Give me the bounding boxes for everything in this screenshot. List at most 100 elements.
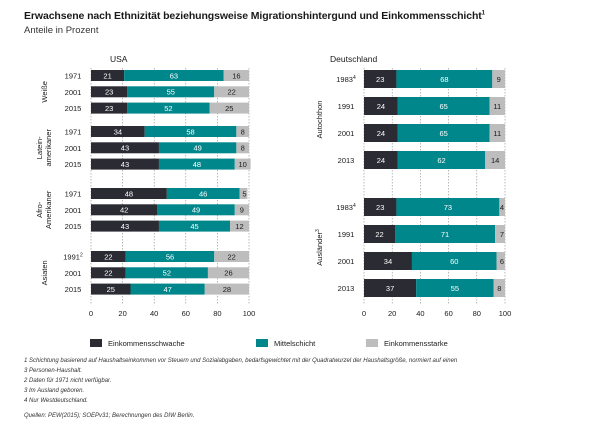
p2-bar-segment (364, 97, 398, 115)
p2-data-label: 8 (497, 284, 501, 293)
p2-year-text: 1983 (336, 75, 353, 84)
legend-label: Einkommensstarke (384, 339, 448, 348)
p1-data-label: 28 (223, 285, 231, 294)
p2-year-label: 2001 (338, 257, 355, 266)
p1-bar-segment (158, 142, 237, 154)
p1-data-label: 22 (227, 88, 235, 97)
p1-data-label: 34 (114, 127, 122, 136)
p1-panel-title: USA (110, 54, 128, 64)
p2-bar-segment (396, 70, 493, 88)
p1-group-label-line: amerikaner (44, 129, 53, 167)
p1-year-text: 2015 (65, 285, 82, 294)
p2-group-label: Ausländer3 (315, 229, 324, 266)
p1-year-text: 2001 (65, 269, 82, 278)
p1-group-label: Weiße (40, 81, 49, 103)
p1-bar-segment (207, 267, 249, 279)
p1-bar-segment (144, 126, 237, 137)
p2-bar-segment (397, 151, 486, 169)
p1-data-label: 63 (170, 71, 178, 80)
p1-bar-segment (127, 86, 215, 98)
p2-year-text: 1983 (336, 203, 353, 212)
p2-data-label: 22 (375, 230, 383, 239)
p2-x-tick-label: 0 (362, 309, 366, 318)
p2-data-label: 24 (377, 102, 385, 111)
p1-bar-segment (158, 158, 235, 170)
p1-bar-segment (214, 86, 249, 98)
p1-bar-segment (166, 188, 240, 199)
p2-data-label: 62 (437, 156, 445, 165)
p2-x-tick-label: 60 (444, 309, 452, 318)
p1-data-label: 55 (167, 88, 175, 97)
p2-group-label-line: Ausländer (315, 232, 324, 266)
p2-bar-segment (495, 225, 505, 243)
chart-title: Erwachsene nach Ethnizität beziehungswei… (24, 10, 485, 22)
p1-bar-segment (91, 204, 158, 216)
p1-year-label: 1971 (65, 72, 82, 81)
footnote-3: 3 Im Ausland geboren. (24, 388, 85, 394)
p1-year-label: 2015 (65, 222, 82, 231)
p1-bar-segment (91, 220, 159, 232)
p1-year-text: 2001 (65, 144, 82, 153)
p1-x-tick-label: 100 (243, 309, 256, 318)
p1-year-label: 19912 (63, 253, 83, 262)
p2-data-label: 4 (500, 203, 504, 212)
p1-x-tick-label: 60 (182, 309, 190, 318)
p2-data-label: 14 (491, 156, 499, 165)
p1-group-label: Asiaten (40, 260, 49, 285)
p2-group-label-line: Autochthon (315, 101, 324, 139)
p2-bar-segment (364, 198, 397, 216)
p1-data-label: 5 (242, 189, 246, 198)
p2-group-label: Autochthon (315, 101, 324, 139)
p1-data-label: 9 (240, 206, 244, 215)
p2-year-text: 1991 (338, 230, 355, 239)
p1-data-label: 58 (186, 127, 194, 136)
p2-data-label: 65 (439, 102, 447, 111)
p1-data-label: 21 (103, 71, 111, 80)
p2-data-label: 73 (444, 203, 452, 212)
p1-bar-segment (239, 188, 248, 199)
legend-label: Mittelschicht (274, 339, 316, 348)
p1-data-label: 16 (232, 71, 240, 80)
p1-year-label: 1971 (65, 190, 82, 199)
p1-bar-segment (127, 102, 210, 114)
p1-x-tick-label: 20 (118, 309, 126, 318)
p1-bar-segment (91, 188, 167, 199)
p2-bar-segment (492, 70, 505, 88)
p1-data-label: 48 (193, 160, 201, 169)
p2-x-tick-label: 100 (499, 309, 512, 318)
p1-data-label: 25 (107, 285, 115, 294)
legend-swatch (256, 339, 268, 347)
footnote-4: 4 Nur Westdeutschland. (24, 398, 88, 404)
p1-data-label: 23 (105, 88, 113, 97)
p2-year-text: 2013 (338, 284, 355, 293)
p1-bar-segment (223, 70, 249, 81)
legend-swatch (366, 339, 378, 347)
p2-group-label-footnote: 3 (315, 229, 321, 232)
p1-bar-segment (236, 142, 249, 154)
p2-x-tick-label: 80 (473, 309, 481, 318)
p1-data-label: 47 (163, 285, 171, 294)
footnote-1: 1 Schichtung basierend auf Haushaltseink… (24, 358, 458, 364)
chart-subtitle: Anteile in Prozent (24, 25, 99, 36)
p1-data-label: 25 (225, 104, 233, 113)
p2-bar-segment (489, 97, 505, 115)
p2-bar-segment (397, 97, 490, 115)
p1-bar-segment (91, 283, 131, 295)
p1-year-text: 1971 (65, 128, 82, 137)
p1-year-label: 2015 (65, 285, 82, 294)
p1-bar-segment (130, 283, 205, 295)
p2-bar-segment (489, 124, 505, 142)
p2-data-label: 37 (386, 284, 394, 293)
p1-data-label: 43 (121, 144, 129, 153)
p2-data-label: 24 (377, 156, 385, 165)
p1-data-label: 26 (224, 269, 232, 278)
p1-data-label: 43 (121, 222, 129, 231)
p2-data-label: 9 (497, 75, 501, 84)
p2-bar-segment (364, 279, 417, 297)
p1-year-label: 2015 (65, 160, 82, 169)
p1-data-label: 56 (166, 252, 174, 261)
p2-data-label: 7 (500, 230, 504, 239)
p1-bar-segment (158, 220, 231, 232)
p2-bar-segment (416, 279, 494, 297)
p2-bar-segment (499, 198, 505, 216)
